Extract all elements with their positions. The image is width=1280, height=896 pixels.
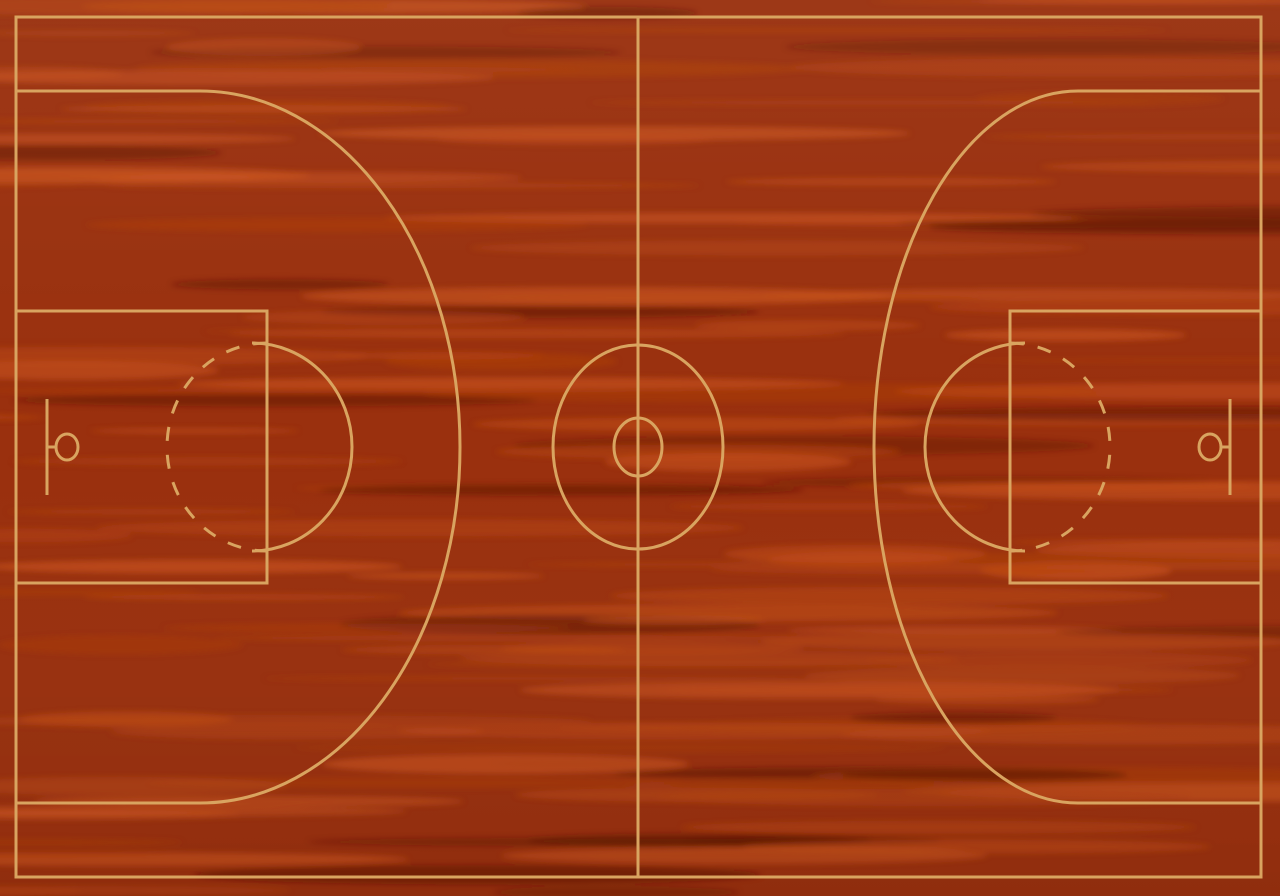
wood-floor bbox=[0, 0, 1280, 896]
floor-sheen bbox=[0, 0, 1280, 896]
basketball-court bbox=[0, 0, 1280, 896]
court-canvas bbox=[0, 0, 1280, 896]
